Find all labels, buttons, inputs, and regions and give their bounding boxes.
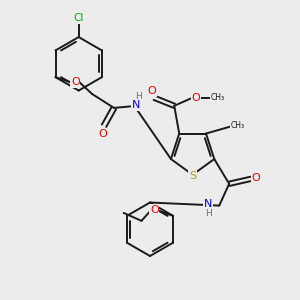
Text: O: O <box>150 205 159 215</box>
Text: CH₃: CH₃ <box>231 121 245 130</box>
Text: Cl: Cl <box>74 13 84 23</box>
Text: O: O <box>251 173 260 183</box>
Text: O: O <box>99 129 107 139</box>
Text: H: H <box>135 92 142 101</box>
Text: S: S <box>189 171 196 181</box>
Text: H: H <box>205 209 212 218</box>
Text: O: O <box>147 86 156 96</box>
Text: N: N <box>204 199 212 208</box>
Text: N: N <box>132 100 140 110</box>
Text: O: O <box>71 77 80 87</box>
Text: CH₃: CH₃ <box>211 93 225 102</box>
Text: O: O <box>192 93 200 103</box>
